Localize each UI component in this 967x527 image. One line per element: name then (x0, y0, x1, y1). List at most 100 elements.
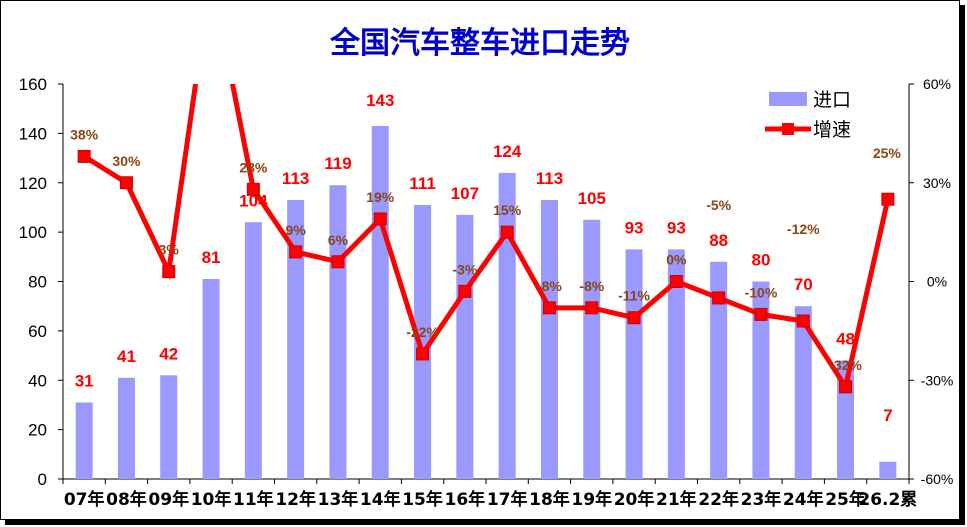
growth-value-label: 25% (873, 145, 902, 161)
line-point (289, 245, 303, 259)
bar-value-label: 119 (324, 154, 351, 173)
y-right-tick-label: 60% (923, 76, 951, 92)
line-point (331, 255, 345, 269)
bar-value-label: 48 (836, 330, 855, 349)
bar (540, 200, 558, 479)
bar-value-label: 31 (75, 371, 94, 390)
bar-value-label: 80 (751, 251, 770, 270)
growth-value-label: 19% (366, 189, 395, 205)
bar (583, 219, 601, 479)
bar-value-label: 105 (578, 189, 606, 208)
bar-value-label: 93 (667, 218, 686, 237)
bar (244, 222, 262, 479)
growth-value-label: 15% (493, 202, 522, 218)
x-tick-label: 21年 (656, 489, 697, 510)
bar (667, 249, 685, 479)
line-point (162, 265, 176, 279)
data-labels: 31 41 42 81 104 113 119 143 111 107 124 113 105 93 93 8… (70, 91, 901, 425)
line-point (416, 347, 430, 361)
growth-value-label: 38% (70, 126, 99, 142)
x-tick-label: 10年 (191, 489, 232, 510)
y-left-tick-label: 0 (38, 470, 47, 489)
x-tick-label: 23年 (741, 489, 782, 510)
growth-value-label: 6% (328, 232, 349, 248)
bar (202, 279, 220, 479)
y-right-tick-label: -60% (921, 471, 954, 487)
x-tick-label: 07年 (64, 489, 105, 510)
bar-value-label: 41 (117, 347, 136, 366)
line-point (77, 149, 91, 163)
y-left-tick-label: 160 (19, 75, 47, 94)
x-tick-label: 20年 (614, 489, 655, 510)
x-tick-label: 17年 (487, 489, 528, 510)
growth-value-label: -22% (406, 324, 439, 340)
line-point (119, 176, 133, 190)
growth-value-label: -3% (452, 261, 477, 277)
y-right-tick-label: 0% (927, 274, 947, 290)
line-point (754, 307, 768, 321)
y-left-tick-label: 140 (19, 124, 47, 143)
axes: 0 20 40 60 80 100 120 140 160 -60% -30% 0% 30% 60% 07年… (19, 75, 954, 510)
bar (329, 185, 347, 479)
line-point (669, 275, 683, 288)
y-left-tick-label: 20 (28, 421, 47, 440)
x-tick-label: 19年 (571, 489, 612, 510)
growth-value-label: -32% (829, 357, 862, 373)
growth-value-label: 30% (112, 153, 141, 169)
bar (498, 172, 516, 479)
legend-label-line: 增速 (813, 119, 851, 141)
bar-value-label: 70 (794, 275, 813, 294)
y-left-tick-label: 120 (19, 174, 47, 193)
bar-value-label: 7 (883, 406, 892, 425)
bar-value-label: 124 (493, 142, 522, 161)
growth-value-label: -12% (787, 221, 820, 237)
x-tick-label: 09年 (148, 489, 189, 510)
line-point (246, 182, 260, 196)
bar-value-label: 113 (536, 169, 563, 188)
line-point (458, 284, 472, 298)
bar (371, 125, 389, 479)
x-tick-label: 26.2累 (858, 490, 917, 510)
bar-series (75, 125, 897, 479)
bar (75, 402, 93, 479)
line-series (77, 84, 895, 394)
x-tick-label: 12年 (275, 489, 316, 510)
growth-value-label: -10% (745, 284, 778, 300)
legend-label-bars: 进口 (813, 89, 851, 111)
bar-value-label: 81 (202, 248, 221, 267)
line-point (542, 301, 556, 315)
growth-value-label: 28% (239, 159, 268, 175)
growth-value-label: 9% (286, 222, 307, 238)
x-tick-label: 14年 (360, 489, 401, 510)
line-point (373, 212, 387, 226)
y-left-tick-label: 40 (28, 371, 47, 390)
bar (456, 214, 474, 479)
bar-value-label: 107 (451, 184, 479, 203)
line-point (585, 301, 599, 315)
bar-value-label: 42 (159, 344, 178, 363)
growth-value-label: -11% (618, 288, 650, 304)
y-right-tick-label: -30% (921, 372, 954, 388)
bar-value-label: 113 (282, 169, 309, 188)
bar (794, 306, 812, 479)
bar (710, 261, 728, 479)
line-point (712, 291, 726, 305)
y-left-tick-label: 60 (28, 322, 47, 341)
line-point (839, 380, 853, 394)
bar-value-label: 93 (625, 218, 644, 237)
x-tick-label: 18年 (529, 489, 570, 510)
x-tick-label: 13年 (318, 489, 359, 510)
bar (287, 200, 305, 479)
line-point (500, 225, 514, 239)
bar-value-label: 88 (709, 231, 728, 250)
bar-value-label: 143 (366, 91, 394, 110)
legend-swatch-bars (769, 92, 807, 106)
y-left-tick-label: 100 (19, 223, 47, 242)
chart-title: 全国汽车整车进口走势 (329, 26, 630, 61)
line-point (881, 192, 895, 206)
chart-frame: 全国汽车整车进口走势 0 20 40 60 80 100 120 140 160 -60% -30%… (0, 0, 960, 520)
bar (160, 375, 178, 479)
bar (879, 461, 897, 479)
x-tick-label: 25年 (825, 489, 866, 510)
